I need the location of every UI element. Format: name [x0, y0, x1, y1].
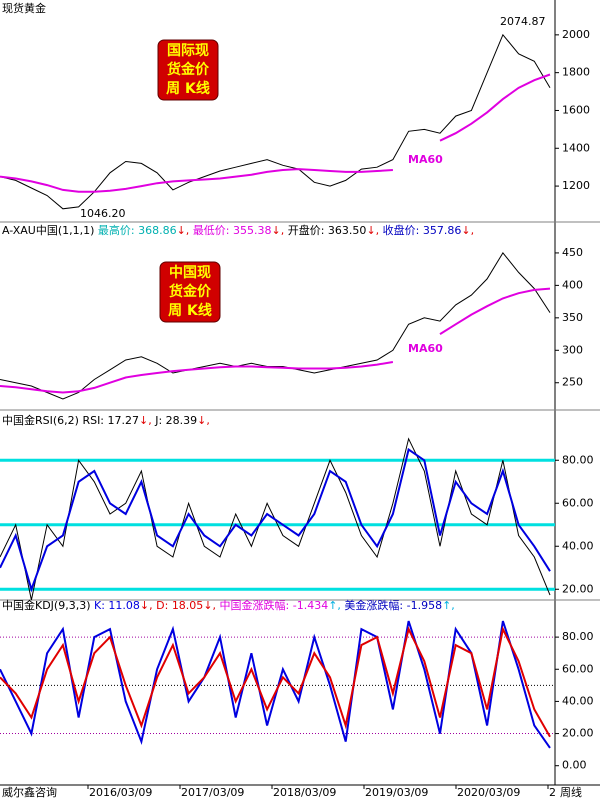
y-tick-label: 40.00 — [562, 694, 594, 707]
y-tick-label: 1200 — [562, 179, 590, 192]
annotation: 1046.20 — [80, 207, 126, 220]
header-part: 中国金涨跌幅: -1.434 — [220, 598, 329, 612]
x-tick-label: 2016/03/09 — [89, 786, 152, 799]
annotation: MA60 — [408, 342, 443, 355]
header-part: 最低价: 355.38 — [193, 224, 272, 237]
badge-text: 国际现 — [167, 43, 209, 59]
header-part: A-XAU中国(1,1,1) — [2, 224, 98, 237]
header-part: J: 28.39 — [154, 414, 197, 427]
series-line — [0, 620, 551, 749]
x-tick-label: 2019/03/09 — [365, 786, 428, 799]
header-part: 中国金KDJ(9,3,3) — [2, 598, 94, 612]
header-part: ↓, — [272, 224, 288, 237]
y-tick-label: 2000 — [562, 28, 590, 41]
panel-header: 中国金RSI(6,2) RSI: 17.27↓, J: 28.39↓, — [2, 413, 210, 427]
x-tick-label: 2 — [549, 786, 556, 799]
badge-box — [159, 261, 221, 323]
header-part: ↓, — [461, 224, 474, 237]
header-part: ↑, — [442, 599, 455, 612]
y-tick-label: 400 — [562, 278, 583, 291]
header-part: ↑, — [328, 599, 344, 612]
series-line — [0, 33, 551, 210]
badge-box — [157, 39, 219, 101]
series-line — [0, 73, 551, 193]
header-part: 开盘价: 363.50 — [288, 223, 367, 237]
header-part: ↓, — [197, 414, 210, 427]
header-part: ↓, — [140, 599, 156, 612]
footer-left: 威尔鑫咨询 — [2, 785, 57, 799]
badge-text: 周 K线 — [168, 302, 212, 319]
series-line — [0, 287, 551, 394]
y-tick-label: 0.00 — [562, 759, 587, 772]
y-tick-label: 20.00 — [562, 727, 594, 740]
header-part: ↓, — [203, 599, 219, 612]
header-part: 收盘价: 357.86 — [383, 223, 462, 237]
header-part: ↓, — [177, 224, 193, 237]
header-part: 中国金RSI(6,2) RSI: 17.27 — [2, 413, 139, 427]
x-tick-label: 2020/03/09 — [457, 786, 520, 799]
y-tick-label: 60.00 — [562, 496, 594, 509]
header-part: K: 11.08 — [94, 599, 140, 612]
series-line — [0, 447, 551, 593]
badge-text: 周 K线 — [166, 80, 210, 97]
badge-text: 货金价 — [166, 61, 210, 78]
header-part: ↓, — [139, 414, 155, 427]
y-tick-label: 1800 — [562, 66, 590, 79]
annotation: 2074.87 — [500, 15, 546, 28]
y-tick-label: 1600 — [562, 103, 590, 116]
footer-right: 周线 — [560, 785, 582, 799]
header-part: 美金涨跌幅: -1.958 — [344, 598, 442, 612]
badge-text: 中国现 — [169, 264, 211, 281]
y-tick-label: 450 — [562, 246, 583, 259]
series-line — [0, 625, 551, 738]
y-tick-label: 80.00 — [562, 630, 594, 643]
y-tick-label: 20.00 — [562, 582, 594, 595]
y-tick-label: 300 — [562, 343, 583, 356]
y-tick-label: 80.00 — [562, 453, 594, 466]
panel-header: 中国金KDJ(9,3,3) K: 11.08↓, D: 18.05↓, 中国金涨… — [2, 598, 455, 612]
annotation: MA60 — [408, 153, 443, 166]
header-part: ↓, — [366, 224, 382, 237]
y-tick-label: 1400 — [562, 141, 590, 154]
header-part: D: 18.05 — [156, 599, 203, 612]
y-tick-label: 40.00 — [562, 539, 594, 552]
badge-text: 货金价 — [168, 283, 212, 300]
panel-header: A-XAU中国(1,1,1) 最高价: 368.86↓, 最低价: 355.38… — [2, 223, 474, 237]
x-tick-label: 2018/03/09 — [273, 786, 336, 799]
x-tick-label: 2017/03/09 — [181, 786, 244, 799]
y-tick-label: 350 — [562, 311, 583, 324]
header-part: 最高价: 368.86 — [98, 223, 177, 237]
y-tick-label: 250 — [562, 376, 583, 389]
y-tick-label: 60.00 — [562, 662, 594, 675]
page-title: 现货黄金 — [2, 1, 46, 15]
